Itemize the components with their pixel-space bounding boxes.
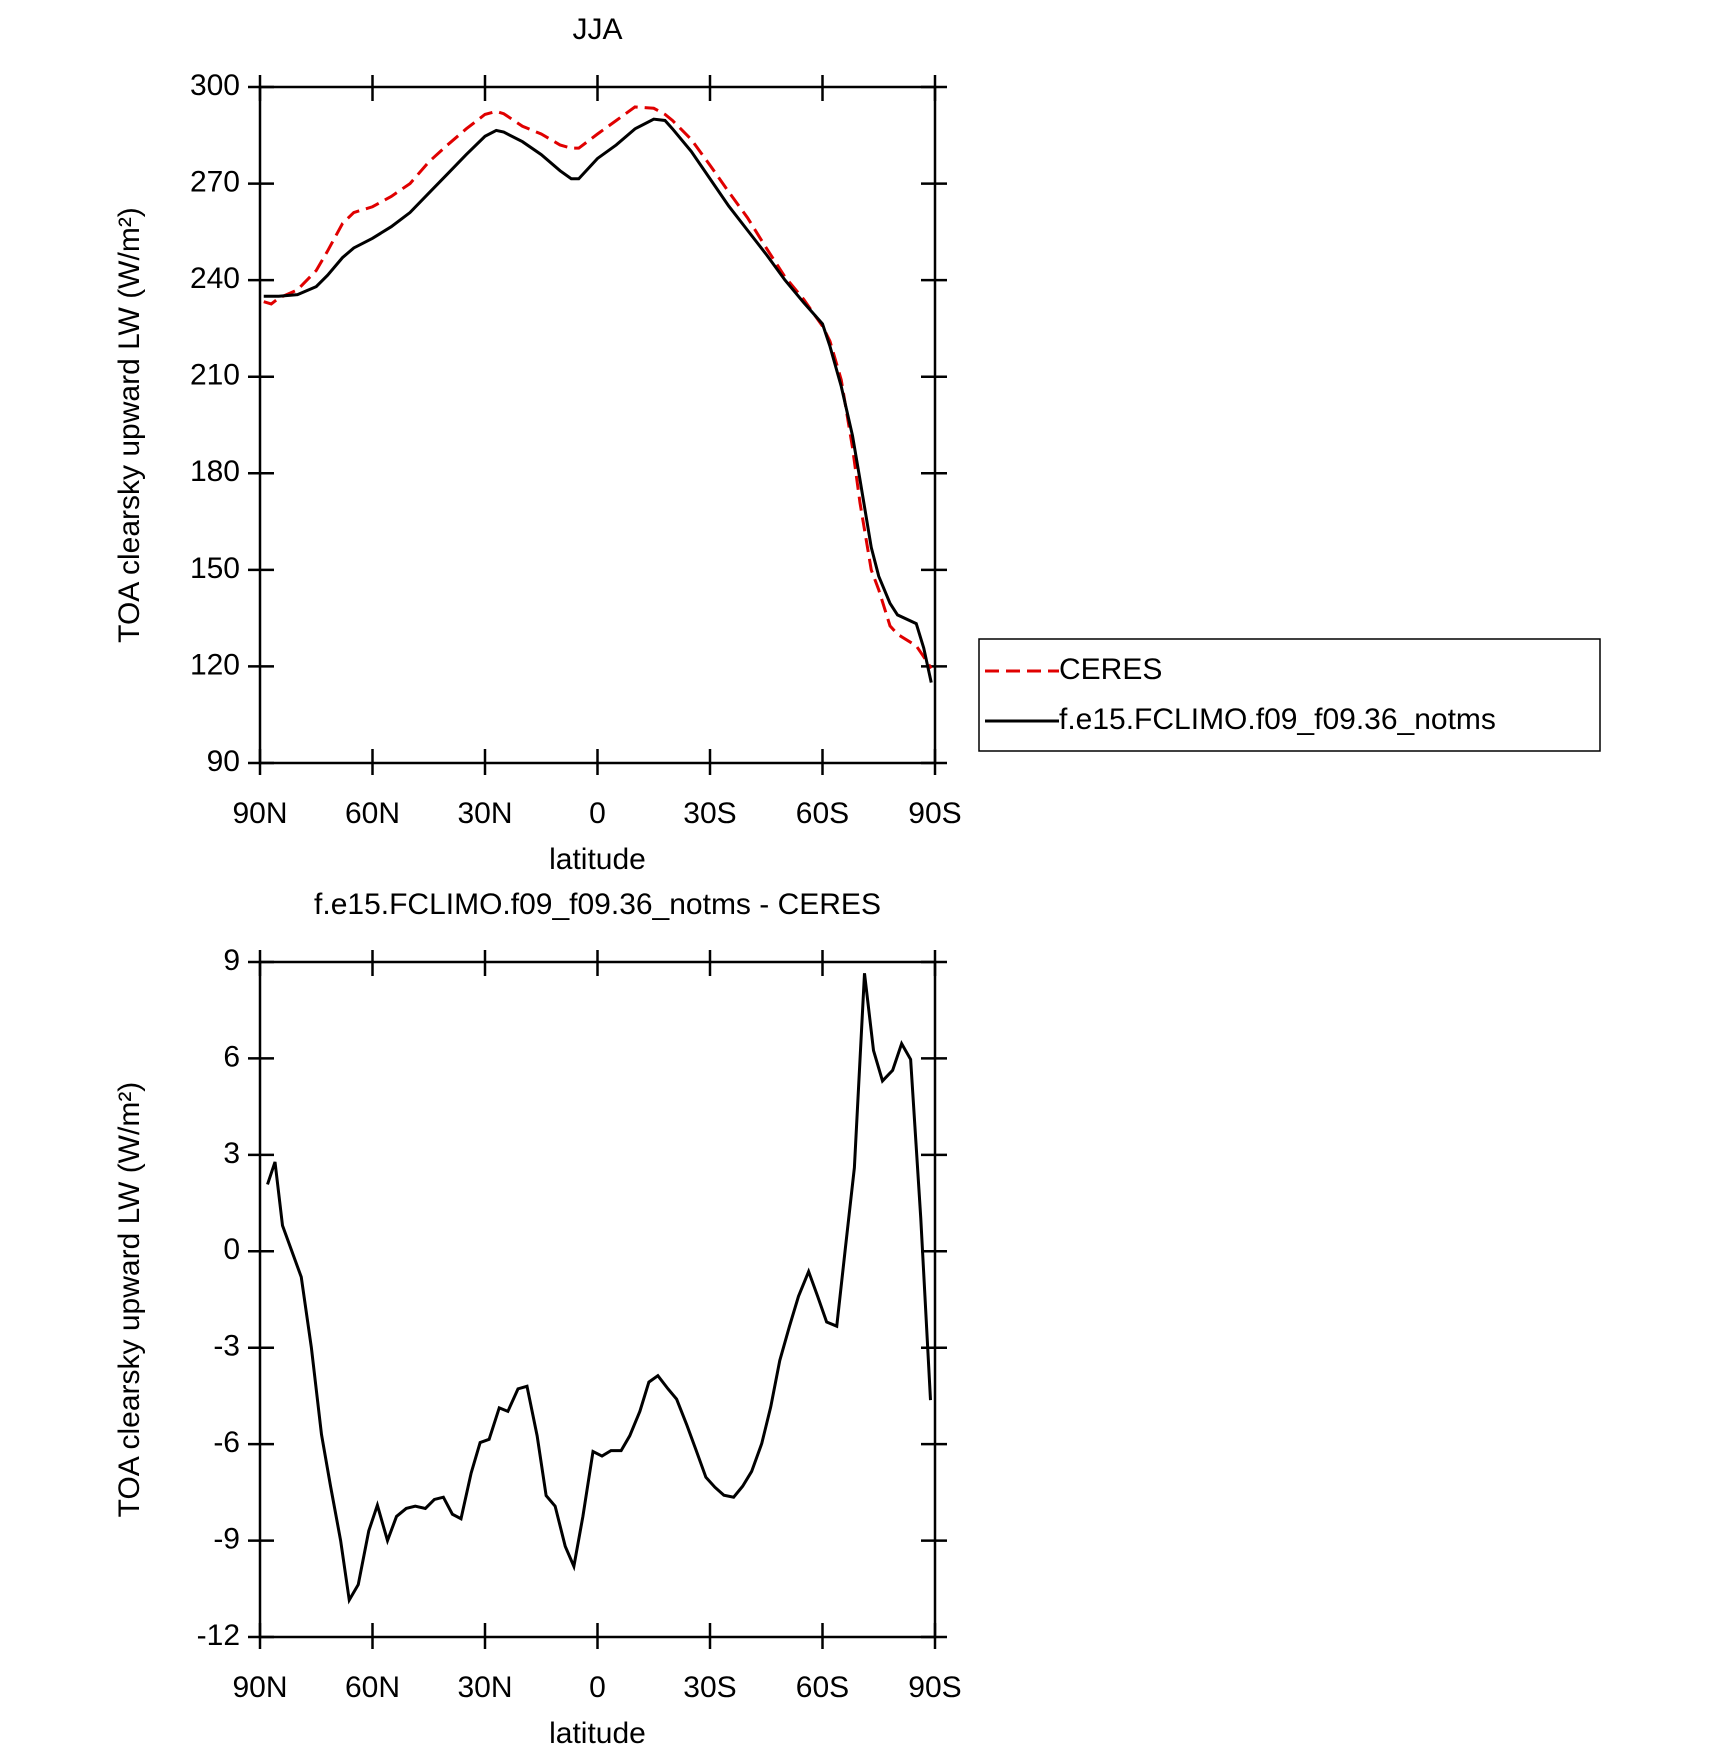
chart-title: f.e15.FCLIMO.f09_f09.36_notms - CERES <box>314 888 881 921</box>
x-tick-label: 60S <box>796 797 849 830</box>
y-tick-label: 9 <box>223 944 240 977</box>
x-tick-label: 90N <box>232 1671 287 1704</box>
x-tick-label: 60S <box>796 1671 849 1704</box>
x-tick-label: 0 <box>589 797 606 830</box>
y-tick-label: 300 <box>190 69 240 102</box>
y-tick-label: 90 <box>207 745 240 778</box>
x-tick-label: 30N <box>457 797 512 830</box>
x-tick-label: 60N <box>345 797 400 830</box>
x-tick-label: 90S <box>908 1671 961 1704</box>
y-tick-label: 180 <box>190 455 240 488</box>
y-tick-label: 0 <box>223 1233 240 1266</box>
y-tick-label: 150 <box>190 552 240 585</box>
x-tick-label: 90N <box>232 797 287 830</box>
y-tick-label: 270 <box>190 165 240 198</box>
y-tick-label: 120 <box>190 648 240 681</box>
y-axis-label: TOA clearsky upward LW (W/m²) <box>113 1082 146 1518</box>
y-axis-label: TOA clearsky upward LW (W/m²) <box>113 207 146 643</box>
x-tick-label: 30S <box>683 797 736 830</box>
x-axis-label: latitude <box>549 1717 646 1750</box>
x-axis-label: latitude <box>549 843 646 876</box>
plot-frame <box>258 960 937 1639</box>
y-tick-label: -3 <box>213 1330 240 1363</box>
y-tick-label: 210 <box>190 359 240 392</box>
x-tick-label: 30N <box>457 1671 512 1704</box>
legend-box <box>978 638 1601 752</box>
plot-frame <box>258 85 937 765</box>
y-tick-label: 3 <box>223 1137 240 1170</box>
x-tick-label: 60N <box>345 1671 400 1704</box>
y-tick-label: -9 <box>213 1522 240 1555</box>
y-tick-label: -12 <box>197 1619 240 1652</box>
x-tick-label: 30S <box>683 1671 736 1704</box>
legend-label: CERES <box>1059 653 1162 686</box>
chart-title: JJA <box>572 13 622 46</box>
legend-label: f.e15.FCLIMO.f09_f09.36_notms <box>1059 703 1496 736</box>
data-line <box>263 117 933 683</box>
x-tick-label: 0 <box>589 1671 606 1704</box>
y-tick-label: 240 <box>190 262 240 295</box>
y-tick-label: 6 <box>223 1040 240 1073</box>
x-tick-label: 90S <box>908 797 961 830</box>
data-line <box>263 105 933 670</box>
y-tick-label: -6 <box>213 1426 240 1459</box>
data-line <box>266 973 932 1605</box>
